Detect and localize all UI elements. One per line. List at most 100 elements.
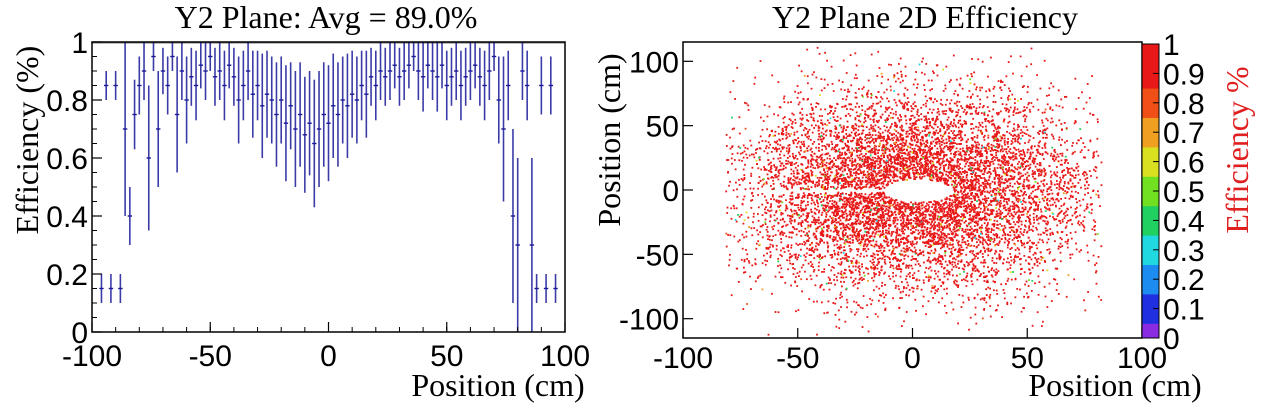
- bin-71: [435, 42, 440, 112]
- bin-82: [487, 42, 492, 100]
- bin-8: [137, 56, 142, 115]
- bin-60: [383, 47, 388, 106]
- bin-51: [340, 56, 345, 144]
- colorbar-tick-label: 0.9: [1163, 58, 1205, 91]
- bin-10: [146, 85, 151, 231]
- right-x-tick-label: -100: [653, 342, 713, 375]
- left-y-tick-label: 1: [71, 27, 88, 60]
- right-y-tick-label: -50: [636, 239, 679, 272]
- bin-65: [406, 42, 412, 89]
- colorbar-cell: [1142, 191, 1159, 207]
- bin-81: [482, 50, 487, 121]
- left-y-tick-label: 0.2: [46, 259, 88, 292]
- bin-46: [316, 71, 322, 187]
- bin-26: [222, 50, 227, 121]
- bin-45: [312, 79, 317, 208]
- efficiency-2d-panel: Y2 Plane 2D Efficiency Position (cm) -10…: [591, 0, 1255, 403]
- right-y-axis-label: Position (cm): [591, 53, 627, 226]
- right-x-tick-label: 0: [904, 342, 921, 375]
- left-y-tick-label: 0: [71, 317, 88, 350]
- bin-70: [430, 42, 435, 100]
- bin-15: [170, 42, 175, 71]
- bin-91: [529, 158, 535, 332]
- bin-74: [449, 47, 454, 106]
- bin-1: [103, 71, 109, 100]
- colorbar-tick-label: 0.3: [1163, 235, 1205, 268]
- bin-11: [151, 42, 156, 71]
- bin-84: [496, 56, 501, 144]
- left-x-axis-label: Position (cm): [411, 367, 584, 403]
- bin-32: [250, 50, 256, 138]
- colorbar: [1141, 43, 1160, 339]
- bin-50: [335, 62, 341, 167]
- bin-43: [302, 76, 308, 193]
- bin-7: [132, 79, 137, 150]
- colorbar-cell: [1142, 205, 1159, 221]
- colorbar-cell: [1142, 264, 1159, 280]
- bin-76: [458, 50, 464, 121]
- bin-22: [203, 42, 208, 100]
- bin-0: [99, 274, 104, 303]
- bin-38: [279, 56, 284, 144]
- bin-78: [468, 42, 473, 100]
- bin-61: [387, 42, 393, 100]
- left-chart-title: Y2 Plane: Avg = 89.0%: [175, 0, 478, 35]
- bin-34: [260, 53, 265, 158]
- bin-53: [349, 50, 355, 138]
- bin-54: [354, 56, 360, 144]
- colorbar-cell: [1142, 102, 1159, 118]
- bin-12: [156, 71, 161, 187]
- bin-20: [193, 50, 199, 121]
- right-x-tick-label: 50: [1011, 342, 1044, 375]
- bin-49: [331, 53, 336, 158]
- colorbar-tick-label: 0.1: [1163, 294, 1205, 327]
- bin-25: [217, 42, 222, 100]
- colorbar-ticks: 00.10.20.30.40.50.60.70.80.91: [1153, 29, 1205, 356]
- bin-42: [297, 62, 303, 167]
- bin-92: [534, 274, 539, 303]
- bin-2: [108, 274, 114, 303]
- bin-44: [307, 71, 312, 176]
- bin-14: [165, 56, 170, 115]
- bin-36: [269, 56, 274, 144]
- colorbar-tick-label: 1: [1163, 29, 1180, 62]
- left-y-ticks: 0 0.2 0.4 0.6 0.8 1: [46, 27, 102, 350]
- colorbar-cell: [1142, 220, 1159, 236]
- bin-52: [345, 53, 350, 158]
- colorbar-cell: [1142, 88, 1159, 104]
- bin-75: [454, 42, 459, 100]
- bin-30: [241, 50, 246, 121]
- bin-69: [425, 42, 431, 89]
- bin-96: [553, 274, 558, 303]
- colorbar-cell: [1142, 279, 1159, 295]
- left-x-tick-label: -100: [62, 340, 122, 373]
- heatmap-points: [725, 46, 1103, 336]
- bin-16: [174, 56, 180, 173]
- bin-63: [397, 47, 402, 106]
- bin-90: [524, 50, 530, 121]
- bin-5: [122, 42, 128, 216]
- bin-88: [515, 158, 520, 332]
- bin-62: [392, 42, 397, 89]
- colorbar-tick-label: 0.5: [1163, 176, 1205, 209]
- bin-37: [274, 62, 279, 167]
- bin-35: [264, 50, 270, 138]
- left-y-axis-label: Efficiency (%): [9, 46, 45, 235]
- colorbar-tick-label: 0.4: [1163, 205, 1205, 238]
- colorbar-cell: [1142, 293, 1159, 310]
- right-x-tick-label: 100: [1117, 342, 1167, 375]
- right-x-ticks: -100 -50 0 50 100: [653, 328, 1167, 375]
- colorbar-cell: [1142, 235, 1159, 251]
- colorbar-cell: [1142, 132, 1159, 148]
- left-y-tick-label: 0.8: [46, 85, 88, 118]
- bin-94: [543, 274, 549, 303]
- bin-59: [378, 42, 383, 100]
- left-x-tick-label: 0: [320, 340, 337, 373]
- bin-56: [364, 50, 369, 138]
- colorbar-tick-label: 0.8: [1163, 88, 1205, 121]
- right-x-tick-label: -50: [776, 342, 819, 375]
- bin-86: [506, 50, 511, 121]
- left-bars: [92, 42, 565, 332]
- right-y-tick-label: 50: [646, 111, 679, 144]
